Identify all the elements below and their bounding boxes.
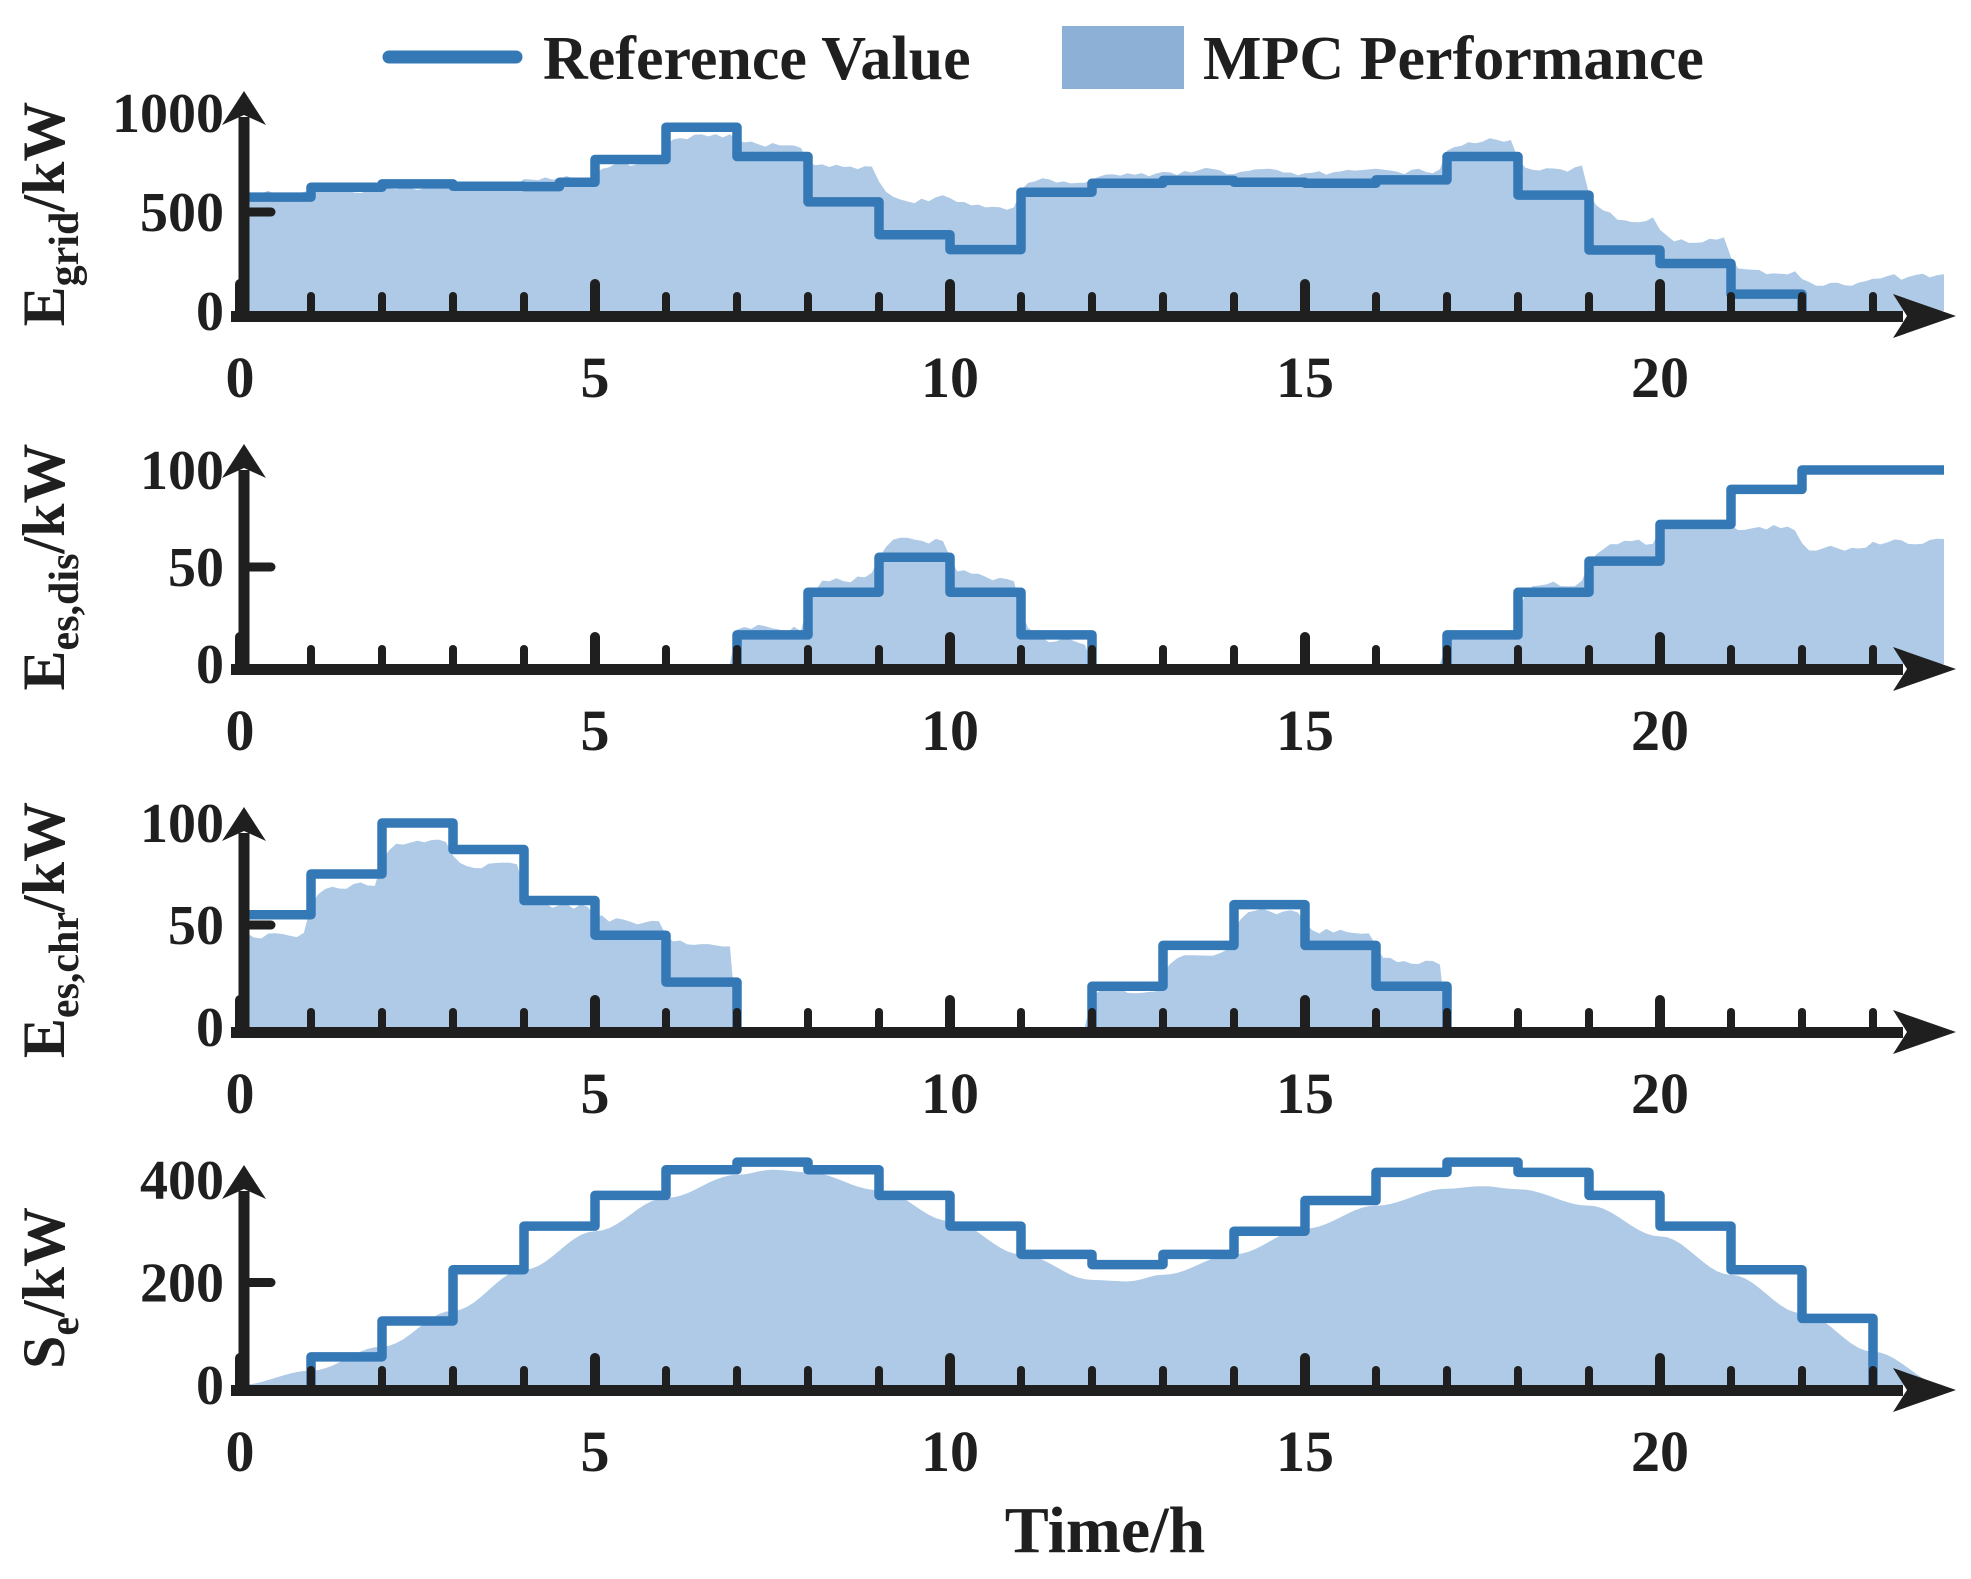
x-tick-label: 0 <box>226 698 255 763</box>
y-tick-label: 100 <box>140 793 224 855</box>
y-axis-arrowhead <box>222 1165 266 1199</box>
x-tick-label: 5 <box>581 698 610 763</box>
legend-mpc-patch-swatch <box>1062 26 1184 89</box>
x-axis-arrowhead <box>1893 294 1956 338</box>
y-axis-arrowhead <box>222 91 266 125</box>
x-tick-label: 5 <box>581 345 610 410</box>
reference-value-line <box>240 818 1452 1027</box>
y-tick-label: 0 <box>196 634 224 696</box>
x-tick-label: 20 <box>1631 698 1689 763</box>
y-tick-label: 400 <box>140 1150 224 1212</box>
x-axis-arrowhead <box>1893 1010 1956 1054</box>
y-axis-arrowhead <box>222 444 266 478</box>
y-tick-label: 100 <box>140 440 224 502</box>
reference-value-line <box>732 465 1944 664</box>
x-tick-label: 0 <box>226 1061 255 1126</box>
reference-value-line <box>306 1157 1878 1385</box>
x-axis-title: Time/h <box>1005 1494 1205 1567</box>
y-tick-label: 0 <box>196 1355 224 1417</box>
x-tick-label: 10 <box>921 345 979 410</box>
x-tick-label: 15 <box>1276 1419 1334 1484</box>
y-tick-label: 500 <box>140 182 224 244</box>
legend-reference-label: Reference Value <box>543 25 971 93</box>
x-axis-arrowhead <box>1893 1368 1956 1412</box>
x-tick-label: 15 <box>1276 1061 1334 1126</box>
x-tick-label: 15 <box>1276 698 1334 763</box>
x-tick-label: 5 <box>581 1061 610 1126</box>
mpc-performance-area <box>240 1169 1944 1385</box>
x-tick-label: 20 <box>1631 1061 1689 1126</box>
x-tick-label: 0 <box>226 345 255 410</box>
y-tick-label: 0 <box>196 281 224 343</box>
x-axis-arrowhead <box>1893 647 1956 691</box>
x-tick-label: 20 <box>1631 1419 1689 1484</box>
legend-mpc-label: MPC Performance <box>1203 25 1704 93</box>
y-tick-label: 50 <box>168 537 224 599</box>
y-tick-label: 200 <box>140 1253 224 1315</box>
legend: Reference Value MPC Performance <box>382 25 1704 93</box>
x-tick-label: 10 <box>921 1061 979 1126</box>
x-tick-label: 5 <box>581 1419 610 1484</box>
x-tick-label: 20 <box>1631 345 1689 410</box>
x-tick-label: 15 <box>1276 345 1334 410</box>
x-tick-label: 10 <box>921 698 979 763</box>
y-tick-label: 1000 <box>112 83 224 145</box>
y-axis-arrowhead <box>222 807 266 841</box>
x-tick-label: 10 <box>921 1419 979 1484</box>
y-tick-label: 50 <box>168 895 224 957</box>
x-tick-label: 0 <box>226 1419 255 1484</box>
subplot-s-e: 0 200 400 0 5 10 15 20 Se/kW <box>11 1150 1956 1484</box>
y-tick-label: 0 <box>196 997 224 1059</box>
reference-value-line <box>240 122 1807 311</box>
y-axis-label: Se/kW <box>11 1207 88 1369</box>
